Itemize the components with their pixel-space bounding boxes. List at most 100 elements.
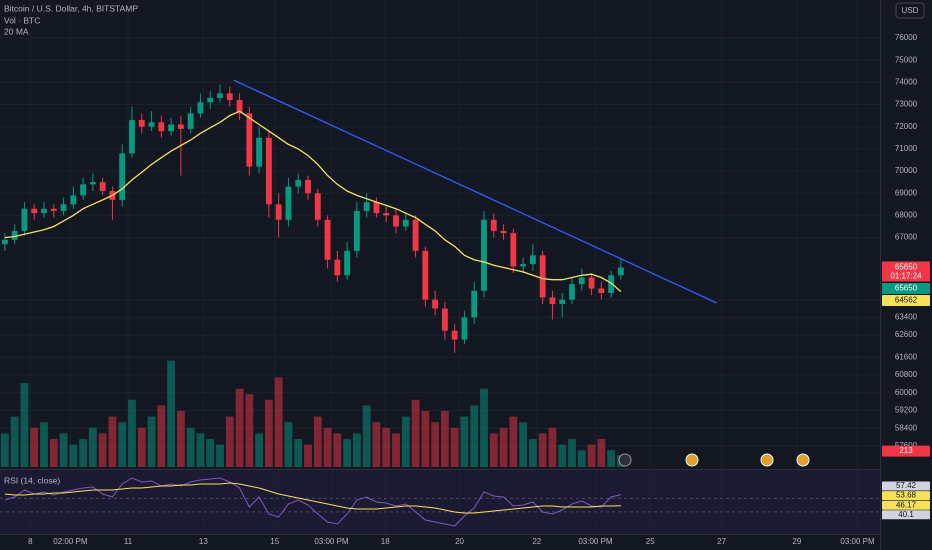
x-tick-label: 03:00 PM <box>578 537 613 546</box>
rsi-value-label-bg <box>882 491 930 501</box>
volume-bar <box>362 405 371 467</box>
volume-bar <box>323 427 332 467</box>
candle-body <box>510 233 517 267</box>
event-icon[interactable] <box>760 453 774 467</box>
volume-bar <box>245 394 254 467</box>
price-layer <box>1 79 717 353</box>
x-tick-label: 13 <box>199 537 208 546</box>
candle-body <box>217 93 223 98</box>
candle-body <box>177 124 184 129</box>
candle-body <box>285 186 292 220</box>
y-tick-label: 74000 <box>895 77 918 86</box>
last-price-bg <box>882 261 930 282</box>
candle-body <box>539 255 546 298</box>
y-tick-label: 63400 <box>895 313 918 322</box>
volume-bar <box>30 427 39 467</box>
volume-bar <box>401 416 410 467</box>
volume-bar <box>294 439 303 467</box>
event-icon[interactable] <box>685 453 699 467</box>
volume-bar <box>255 433 264 467</box>
volume-bar <box>372 422 381 467</box>
x-tick-label: 18 <box>381 537 390 546</box>
candle-body <box>41 208 47 214</box>
candle-body <box>588 277 595 289</box>
volume-bar <box>98 433 107 467</box>
y-tick-label: 73000 <box>895 100 918 109</box>
x-tick-label: 02:00 PM <box>53 537 88 546</box>
ma-value-label: 64562 <box>895 296 918 305</box>
x-tick-label: 03:00 PM <box>840 537 875 546</box>
volume-bar <box>352 433 361 467</box>
rsi-value-label-bg <box>882 481 930 491</box>
candle-body <box>314 193 321 220</box>
volume-bar <box>176 411 185 467</box>
candle-body <box>70 195 77 205</box>
rsi-line <box>4 477 622 527</box>
candle-body <box>295 179 302 187</box>
x-tick-label: 22 <box>532 537 541 546</box>
candle-body <box>265 137 272 205</box>
candle-body <box>99 182 106 191</box>
y-tick-label: 60000 <box>895 388 918 397</box>
ma-line <box>4 110 622 293</box>
candle-body <box>461 317 468 340</box>
y-tick-label: 76000 <box>895 33 918 42</box>
volume-bar <box>118 422 127 467</box>
volume-bar <box>382 427 391 467</box>
candle-body <box>168 124 175 132</box>
candle-body <box>549 297 556 305</box>
y-tick-label: 69000 <box>895 188 918 197</box>
volume-bar <box>470 405 479 467</box>
volume-bar <box>528 439 537 467</box>
candle-body <box>246 113 253 167</box>
currency-label[interactable]: USD <box>902 6 919 15</box>
candle-body <box>129 120 135 154</box>
volume-bar <box>186 427 195 467</box>
rsi-value-label: 53.68 <box>896 491 917 500</box>
rsi-value-label-bg <box>882 500 930 510</box>
volume-bar <box>40 422 48 467</box>
candle-body <box>21 208 28 231</box>
axis-layer: 76000 75000 74000 73000 72000 71000 70000 69000… <box>28 33 930 546</box>
candle-body <box>50 208 57 211</box>
volume-bar <box>538 433 547 467</box>
candle-body <box>207 97 214 103</box>
candle-body <box>617 267 624 276</box>
candle-body <box>119 153 126 200</box>
candle-body <box>353 210 360 251</box>
candle-body <box>451 330 458 340</box>
currency-button[interactable] <box>895 2 925 19</box>
volume-bar <box>235 388 244 467</box>
rsi-value-label-bg <box>882 510 930 520</box>
alert-icon[interactable] <box>618 453 632 467</box>
close-label-bg <box>882 283 930 294</box>
volume-bar <box>519 422 528 467</box>
candle-body <box>187 113 194 129</box>
candle-body <box>334 259 341 276</box>
x-tick-label: 11 <box>124 537 133 546</box>
volume-bar <box>225 416 234 467</box>
volume-bar <box>480 388 488 467</box>
candle-body <box>363 202 370 211</box>
volume-bar <box>88 427 97 467</box>
volume-bar <box>59 433 68 467</box>
candle-body <box>402 219 409 227</box>
candle-body <box>490 219 497 231</box>
candle-body <box>500 230 507 234</box>
y-tick-label: 72000 <box>895 122 918 131</box>
candle-body <box>520 264 527 267</box>
rsi-value-label: 40.1 <box>898 510 914 519</box>
x-tick-label: 8 <box>28 537 33 546</box>
candle-body <box>578 277 585 285</box>
volume-bar <box>0 433 9 467</box>
candle-body <box>383 213 390 216</box>
volume-value-label-bg <box>882 445 930 457</box>
volume-bar <box>440 411 449 467</box>
volume-bar <box>343 439 352 467</box>
candle-body <box>373 202 380 214</box>
event-icon[interactable] <box>796 453 810 467</box>
candle-body <box>432 299 439 309</box>
candle-body <box>324 219 331 260</box>
volume-bar <box>597 439 606 467</box>
